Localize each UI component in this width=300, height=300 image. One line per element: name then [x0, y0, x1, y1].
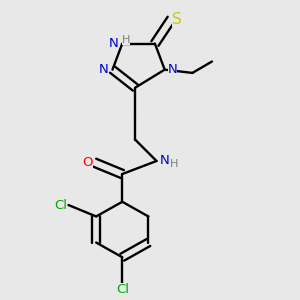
Text: Cl: Cl — [116, 283, 129, 296]
Text: Cl: Cl — [54, 199, 67, 212]
Text: H: H — [169, 159, 178, 169]
Text: H: H — [122, 34, 130, 45]
Text: N: N — [98, 63, 108, 76]
Text: O: O — [82, 156, 93, 169]
Text: N: N — [168, 63, 177, 76]
Text: N: N — [160, 154, 169, 167]
Text: N: N — [108, 37, 118, 50]
Text: S: S — [172, 12, 182, 27]
